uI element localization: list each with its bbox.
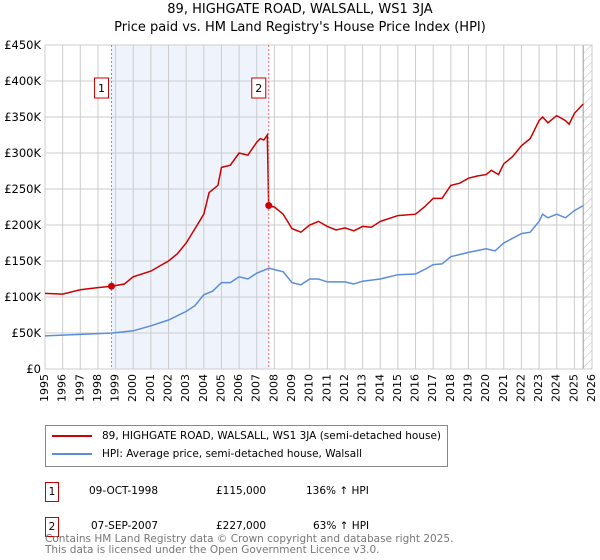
transaction-badge: 1 (45, 482, 59, 502)
sale-point (108, 282, 116, 290)
x-tick-label: 2009 (285, 374, 298, 402)
x-tick-label: 2014 (373, 374, 386, 402)
y-tick-label: £450K (4, 38, 41, 52)
series-line (44, 103, 584, 295)
x-tick-label: 2007 (250, 374, 263, 402)
chart-subtitle: Price paid vs. HM Land Registry's House … (114, 20, 486, 35)
price-chart: 1995 1996 1997 1998 1999 2000 2001 2002 2003 2004… (4, 38, 598, 402)
footer-copyright: Contains HM Land Registry data © Crown c… (45, 533, 454, 545)
x-tick-label: 1999 (109, 374, 122, 402)
x-tick-label: 2025 (567, 374, 580, 402)
x-tick-label: 2020 (479, 374, 492, 402)
x-tick-label: 2000 (126, 374, 139, 402)
y-tick-label: £100K (4, 290, 41, 304)
transaction-hpi: 136% ↑ HPI (306, 485, 369, 497)
plot-frame (44, 44, 593, 370)
y-tick-label: £200K (4, 218, 41, 232)
x-tick-label: 1996 (56, 374, 69, 402)
x-tick-label: 2011 (320, 374, 333, 402)
x-tick-label: 2022 (514, 374, 527, 402)
x-tick-label: 2006 (232, 374, 245, 402)
legend-swatch-red (52, 435, 92, 437)
legend-label: HPI: Average price, semi-detached house,… (102, 448, 363, 460)
transaction-badge: 2 (45, 517, 59, 537)
transaction-price: £115,000 (216, 485, 267, 497)
legend: 89, HIGHGATE ROAD, WALSALL, WS1 3JA (sem… (45, 425, 448, 467)
transaction-price: £227,000 (216, 520, 267, 532)
x-tick-label: 2018 (444, 374, 457, 402)
x-tick-label: 2016 (409, 374, 422, 402)
x-tick-label: 2001 (144, 374, 157, 402)
x-tick-label: 2024 (550, 374, 563, 402)
y-tick-label: £50K (12, 326, 42, 340)
x-tick-label: 2017 (426, 374, 439, 402)
transaction-row: 1 09-OCT-1998 £115,000 136% ↑ HPI (45, 482, 445, 504)
series-line (44, 204, 584, 337)
x-tick-label: 1995 (38, 374, 51, 402)
x-tick-label: 2010 (303, 374, 316, 402)
shaded-ownership-period (111, 45, 269, 369)
x-tick-label: 2026 (585, 374, 598, 402)
legend-swatch-blue (52, 453, 92, 455)
y-tick-label: £400K (4, 74, 41, 88)
y-tick-label: £300K (4, 146, 41, 160)
legend-item-property: 89, HIGHGATE ROAD, WALSALL, WS1 3JA (sem… (52, 430, 441, 442)
chart-title: 89, HIGHGATE ROAD, WALSALL, WS1 3JA (167, 2, 433, 17)
y-tick-label: £250K (4, 182, 41, 196)
sale-point (265, 202, 273, 210)
x-tick-label: 2002 (162, 374, 175, 402)
footer-licence: This data is licensed under the Open Gov… (45, 544, 380, 556)
x-tick-label: 2004 (197, 374, 210, 402)
x-tick-label: 2019 (461, 374, 474, 402)
sale-badge (94, 77, 110, 99)
transaction-hpi: 63% ↑ HPI (313, 520, 370, 532)
x-tick-label: 2003 (179, 374, 192, 402)
legend-label: 89, HIGHGATE ROAD, WALSALL, WS1 3JA (sem… (102, 430, 441, 442)
x-tick-label: 2023 (532, 374, 545, 402)
x-tick-label: 2013 (356, 374, 369, 402)
x-tick-label: 1997 (73, 374, 86, 402)
y-tick-label: £0 (26, 362, 41, 376)
hatched-future-region (583, 45, 592, 369)
transaction-date: 09-OCT-1998 (89, 485, 158, 497)
sale-badge-label: 1 (98, 82, 105, 95)
x-tick-label: 2012 (338, 374, 351, 402)
transaction-date: 07-SEP-2007 (91, 520, 159, 532)
legend-item-hpi: HPI: Average price, semi-detached house,… (52, 448, 362, 460)
x-tick-label: 1998 (91, 374, 104, 402)
sale-badge-label: 2 (255, 82, 262, 95)
x-tick-label: 2008 (267, 374, 280, 402)
x-tick-label: 2015 (391, 374, 404, 402)
sale-badge (251, 77, 267, 99)
y-tick-label: £350K (4, 110, 41, 124)
transaction-row: 2 07-SEP-2007 £227,000 63% ↑ HPI (45, 517, 445, 539)
x-tick-label: 2021 (497, 374, 510, 402)
footer: Contains HM Land Registry data © Crown c… (45, 534, 453, 556)
y-tick-label: £150K (4, 254, 41, 268)
x-tick-label: 2005 (214, 374, 227, 402)
